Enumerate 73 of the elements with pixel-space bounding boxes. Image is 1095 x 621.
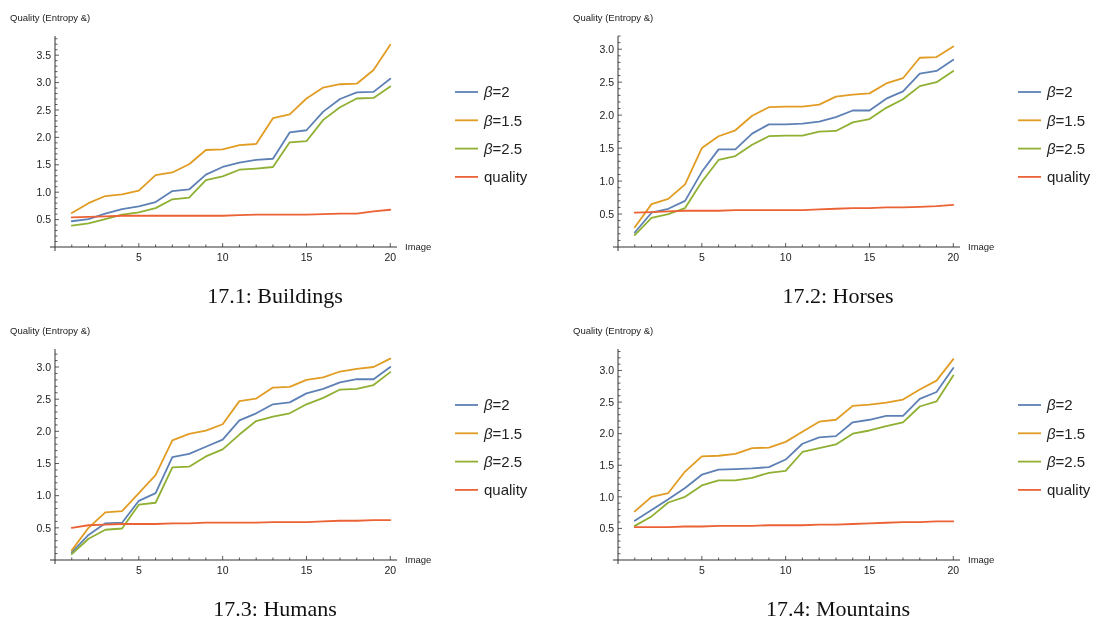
y-tick-label: 2.0 (36, 425, 52, 438)
legend-label: quality (1047, 481, 1091, 499)
y-tick-label: 2.5 (36, 103, 52, 116)
x-tick-label: 20 (384, 564, 397, 576)
legend-label: β=1.5 (1046, 111, 1086, 129)
legend-label: β=2.5 (483, 139, 523, 157)
legend-label: β=2 (1046, 83, 1073, 101)
x-tick-label: 5 (698, 251, 705, 263)
x-tick-label: 20 (947, 564, 960, 576)
y-tick-label: 1.0 (599, 174, 615, 187)
y-tick-label: 1.5 (36, 158, 52, 171)
x-tick-label: 15 (863, 564, 876, 576)
y-tick-label: 1.5 (599, 458, 615, 471)
legend-label: β=1.5 (1046, 424, 1086, 442)
x-tick-label: 10 (216, 251, 229, 263)
y-tick-label: 3.0 (36, 360, 52, 373)
y-tick-label: 3.0 (599, 42, 615, 55)
x-axis-title: Image (968, 241, 995, 253)
y-axis-title: Quality (Entropy &) (573, 12, 654, 23)
legend-label: β=2.5 (1046, 452, 1086, 470)
x-tick-label: 5 (698, 564, 705, 576)
y-tick-label: 2.0 (599, 108, 615, 121)
text: 17.1: Buildings (207, 283, 343, 308)
legend-label: quality (484, 481, 528, 499)
x-tick-label: 15 (863, 251, 876, 263)
y-tick-label: 2.5 (599, 395, 615, 408)
x-axis-title: Image (405, 554, 432, 566)
y-axis-title: Quality (Entropy &) (10, 325, 91, 336)
legend-label: β=1.5 (483, 111, 523, 129)
legend-label: quality (1047, 168, 1091, 186)
x-axis-title: Image (968, 554, 995, 566)
legend-label: β=2 (483, 83, 510, 101)
legend-label: β=2 (483, 396, 510, 414)
y-tick-label: 3.0 (36, 76, 52, 89)
y-tick-label: 3.5 (36, 48, 52, 61)
y-tick-label: 2.0 (599, 427, 615, 440)
y-tick-label: 0.5 (36, 213, 52, 226)
y-tick-label: 1.0 (599, 490, 615, 503)
y-tick-label: 3.0 (599, 364, 615, 377)
x-tick-label: 20 (947, 251, 960, 263)
y-tick-label: 0.5 (599, 207, 615, 220)
line-series (70, 43, 392, 214)
y-axis-title: Quality (Entropy &) (573, 325, 654, 336)
text: 17.2: Horses (782, 283, 894, 308)
y-axis-title: Quality (Entropy &) (10, 12, 91, 23)
y-tick-label: 2.0 (36, 131, 52, 144)
y-tick-label: 0.5 (36, 521, 52, 534)
y-tick-label: 1.0 (36, 489, 52, 502)
line-series (633, 203, 955, 214)
legend-label: β=2.5 (1046, 139, 1086, 157)
y-tick-label: 1.5 (599, 141, 615, 154)
line-series (70, 519, 392, 529)
x-tick-label: 10 (779, 251, 792, 263)
text: 17.4: Mountains (765, 596, 911, 621)
y-tick-label: 0.5 (599, 522, 615, 535)
line-series (70, 208, 392, 219)
x-axis-title: Image (405, 241, 432, 253)
y-tick-label: 1.0 (36, 185, 52, 198)
x-tick-label: 10 (216, 564, 229, 576)
x-tick-label: 5 (135, 251, 142, 263)
x-tick-label: 15 (300, 251, 313, 263)
text: 17.3: Humans (213, 596, 337, 621)
legend-label: β=1.5 (483, 424, 523, 442)
y-tick-label: 1.5 (36, 457, 52, 470)
y-tick-label: 2.5 (36, 392, 52, 405)
x-tick-label: 20 (384, 251, 397, 263)
x-tick-label: 10 (779, 564, 792, 576)
x-tick-label: 5 (135, 564, 142, 576)
x-tick-label: 15 (300, 564, 313, 576)
legend-label: β=2.5 (483, 452, 523, 470)
legend-label: quality (484, 168, 528, 186)
y-tick-label: 2.5 (599, 75, 615, 88)
legend-label: β=2 (1046, 396, 1073, 414)
